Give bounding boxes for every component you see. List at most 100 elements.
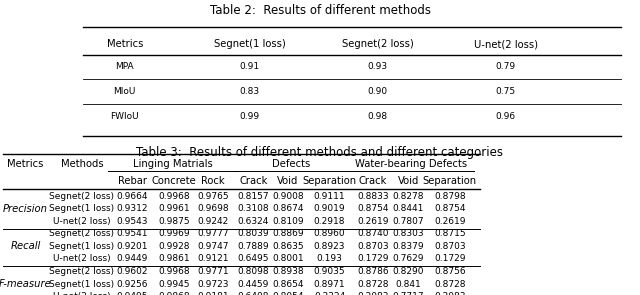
Text: 0.9961: 0.9961 (158, 204, 190, 213)
Text: Rebar: Rebar (118, 176, 147, 186)
Text: 0.8278: 0.8278 (392, 191, 424, 201)
Text: 0.8379: 0.8379 (392, 242, 424, 251)
Text: Separation: Separation (303, 176, 356, 186)
Text: 0.8054: 0.8054 (272, 292, 304, 295)
Text: Segnet(2 loss): Segnet(2 loss) (49, 229, 115, 238)
Text: 0.1729: 0.1729 (357, 255, 389, 263)
Text: U-net(2 loss): U-net(2 loss) (53, 255, 111, 263)
Text: U-net(2 loss): U-net(2 loss) (53, 292, 111, 295)
Text: 0.2918: 0.2918 (314, 217, 346, 226)
Text: 0.8786: 0.8786 (357, 267, 389, 276)
Text: 0.8923: 0.8923 (314, 242, 346, 251)
Text: 0.9861: 0.9861 (158, 255, 190, 263)
Text: 0.8109: 0.8109 (272, 217, 304, 226)
Text: 0.8756: 0.8756 (434, 267, 466, 276)
Text: 0.90: 0.90 (367, 87, 388, 96)
Text: 0.8833: 0.8833 (357, 191, 389, 201)
Text: 0.8960: 0.8960 (314, 229, 346, 238)
Text: MIoU: MIoU (114, 87, 136, 96)
Text: Segnet(1 loss): Segnet(1 loss) (49, 204, 115, 213)
Text: 0.8001: 0.8001 (272, 255, 304, 263)
Text: 0.3108: 0.3108 (237, 204, 269, 213)
Text: 0.9495: 0.9495 (116, 292, 148, 295)
Text: 0.9019: 0.9019 (314, 204, 346, 213)
Text: Concrete: Concrete (152, 176, 196, 186)
Text: F-measure: F-measure (0, 279, 52, 289)
Text: 0.9008: 0.9008 (272, 191, 304, 201)
Text: 0.9201: 0.9201 (116, 242, 148, 251)
Text: Methods: Methods (61, 159, 103, 169)
Text: 0.9723: 0.9723 (197, 280, 229, 289)
Text: Crack: Crack (239, 176, 268, 186)
Text: 0.9875: 0.9875 (158, 217, 190, 226)
Text: 0.4459: 0.4459 (237, 280, 269, 289)
Text: 0.6408: 0.6408 (237, 292, 269, 295)
Text: Separation: Separation (423, 176, 477, 186)
Text: 0.79: 0.79 (495, 62, 516, 71)
Text: 0.7717: 0.7717 (392, 292, 424, 295)
Text: 0.9256: 0.9256 (116, 280, 148, 289)
Text: 0.8798: 0.8798 (434, 191, 466, 201)
Text: 0.9312: 0.9312 (116, 204, 148, 213)
Text: 0.93: 0.93 (367, 62, 388, 71)
Text: 0.6324: 0.6324 (237, 217, 269, 226)
Text: 0.9777: 0.9777 (197, 229, 229, 238)
Text: Recall: Recall (10, 241, 41, 251)
Text: 0.1729: 0.1729 (434, 255, 466, 263)
Text: U-net(2 loss): U-net(2 loss) (474, 39, 538, 49)
Text: 0.9121: 0.9121 (197, 255, 229, 263)
Text: 0.98: 0.98 (367, 112, 388, 121)
Text: Table 2:  Results of different methods: Table 2: Results of different methods (209, 4, 431, 17)
Text: 0.9664: 0.9664 (116, 191, 148, 201)
Text: 0.96: 0.96 (495, 112, 516, 121)
Text: 0.8654: 0.8654 (272, 280, 304, 289)
Text: Table 3:  Results of different methods and different categories: Table 3: Results of different methods an… (136, 146, 504, 159)
Text: 0.8098: 0.8098 (237, 267, 269, 276)
Text: 0.2083: 0.2083 (434, 292, 466, 295)
Text: Linging Matrials: Linging Matrials (133, 159, 212, 169)
Text: 0.91: 0.91 (239, 62, 260, 71)
Text: 0.9698: 0.9698 (197, 204, 229, 213)
Text: 0.9181: 0.9181 (197, 292, 229, 295)
Text: 0.8703: 0.8703 (434, 242, 466, 251)
Text: 0.8303: 0.8303 (392, 229, 424, 238)
Text: 0.9111: 0.9111 (314, 191, 346, 201)
Text: Defects: Defects (273, 159, 310, 169)
Text: Segnet(1 loss): Segnet(1 loss) (49, 280, 115, 289)
Text: 0.9602: 0.9602 (116, 267, 148, 276)
Text: 0.8938: 0.8938 (272, 267, 304, 276)
Text: 0.193: 0.193 (317, 255, 342, 263)
Text: 0.8039: 0.8039 (237, 229, 269, 238)
Text: 0.83: 0.83 (239, 87, 260, 96)
Text: 0.9035: 0.9035 (314, 267, 346, 276)
Text: 0.2619: 0.2619 (434, 217, 466, 226)
Text: 0.9747: 0.9747 (197, 242, 229, 251)
Text: 0.9543: 0.9543 (116, 217, 148, 226)
Text: 0.8754: 0.8754 (434, 204, 466, 213)
Text: Crack: Crack (359, 176, 387, 186)
Text: Void: Void (397, 176, 419, 186)
Text: 0.2324: 0.2324 (314, 292, 345, 295)
Text: 0.9969: 0.9969 (158, 229, 190, 238)
Text: Segnet(2 loss): Segnet(2 loss) (342, 39, 413, 49)
Text: 0.8740: 0.8740 (357, 229, 389, 238)
Text: Metrics: Metrics (8, 159, 44, 169)
Text: 0.75: 0.75 (495, 87, 516, 96)
Text: 0.9968: 0.9968 (158, 191, 190, 201)
Text: 0.8441: 0.8441 (392, 204, 424, 213)
Text: 0.8290: 0.8290 (392, 267, 424, 276)
Text: 0.9771: 0.9771 (197, 267, 229, 276)
Text: 0.8674: 0.8674 (272, 204, 304, 213)
Text: Precision: Precision (3, 204, 48, 214)
Text: 0.7629: 0.7629 (392, 255, 424, 263)
Text: 0.8971: 0.8971 (314, 280, 346, 289)
Text: U-net(2 loss): U-net(2 loss) (53, 217, 111, 226)
Text: 0.8754: 0.8754 (357, 204, 389, 213)
Text: 0.99: 0.99 (239, 112, 260, 121)
Text: Segnet(1 loss): Segnet(1 loss) (214, 39, 285, 49)
Text: MPA: MPA (115, 62, 134, 71)
Text: 0.2083: 0.2083 (357, 292, 389, 295)
Text: 0.9945: 0.9945 (158, 280, 190, 289)
Text: Segnet(1 loss): Segnet(1 loss) (49, 242, 115, 251)
Text: 0.8703: 0.8703 (357, 242, 389, 251)
